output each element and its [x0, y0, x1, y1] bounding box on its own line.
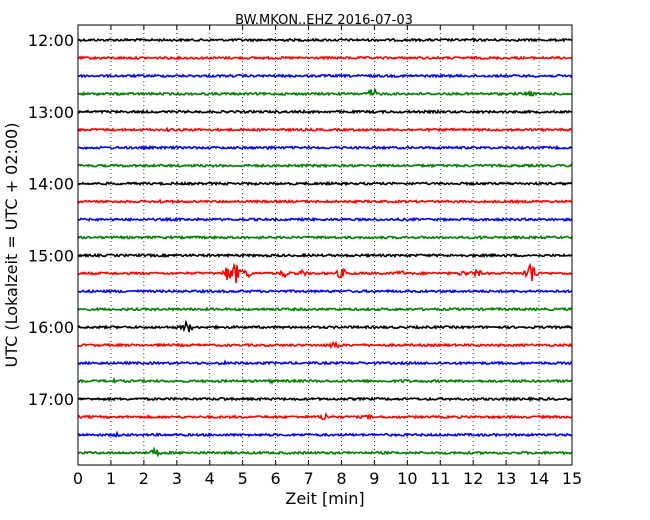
x-tick-label: 4	[205, 469, 215, 488]
trace-1215	[77, 55, 573, 61]
x-tick-label: 14	[529, 469, 549, 488]
trace-1200	[77, 37, 573, 43]
seismic-traces	[77, 37, 573, 458]
trace-1315	[77, 126, 573, 133]
x-tick-label: 0	[73, 469, 83, 488]
x-tick-label: 2	[139, 469, 149, 488]
trace-1630	[77, 359, 573, 366]
trace-1230	[77, 73, 573, 79]
x-tick-label: 6	[271, 469, 281, 488]
trace-1515	[77, 262, 573, 284]
y-tick-label: 15:00	[28, 246, 74, 265]
x-tick-label: 15	[562, 469, 582, 488]
trace-1730	[77, 430, 573, 438]
x-tick-label: 3	[172, 469, 182, 488]
trace-1330	[77, 144, 573, 151]
trace-1545	[77, 306, 573, 312]
trace-1615	[77, 340, 573, 349]
y-tick-label: 12:00	[28, 31, 74, 50]
trace-1530	[77, 288, 573, 294]
y-tick-label: 13:00	[28, 103, 74, 122]
chart-title: BW.MKON..EHZ 2016-07-03	[235, 13, 413, 28]
axis-ticks: 0 1 2 3 4 5 6 7 8 9 10 11 12 13 14 1512:0013:0014:0015:…	[28, 25, 582, 488]
trace-1400	[77, 180, 573, 187]
x-tick-label: 1	[106, 469, 116, 488]
x-tick-label: 11	[430, 469, 450, 488]
x-tick-label: 9	[369, 469, 379, 488]
trace-1345	[77, 163, 573, 169]
trace-1445	[77, 234, 573, 241]
y-tick-label: 16:00	[28, 318, 74, 337]
trace-1300	[77, 109, 573, 115]
plot-frame	[77, 24, 573, 466]
x-axis-label: Zeit [min]	[285, 489, 364, 508]
x-tick-label: 8	[336, 469, 346, 488]
trace-1700	[77, 396, 573, 402]
trace-1745	[77, 446, 573, 458]
trace-1430	[77, 216, 573, 223]
y-axis-label: UTC (Lokalzeit = UTC + 02:00)	[2, 123, 21, 368]
grid-lines	[110, 25, 540, 465]
x-tick-label: 5	[238, 469, 248, 488]
x-tick-label: 13	[496, 469, 516, 488]
trace-1415	[77, 198, 573, 205]
x-tick-label: 10	[397, 469, 417, 488]
trace-1600	[77, 319, 573, 333]
x-tick-label: 7	[303, 469, 313, 488]
y-tick-label: 17:00	[28, 390, 74, 409]
trace-1245	[77, 87, 573, 97]
trace-1500	[77, 252, 573, 259]
y-tick-label: 14:00	[28, 175, 74, 194]
trace-1645	[77, 376, 573, 385]
x-tick-label: 12	[463, 469, 483, 488]
trace-1715	[77, 411, 573, 421]
